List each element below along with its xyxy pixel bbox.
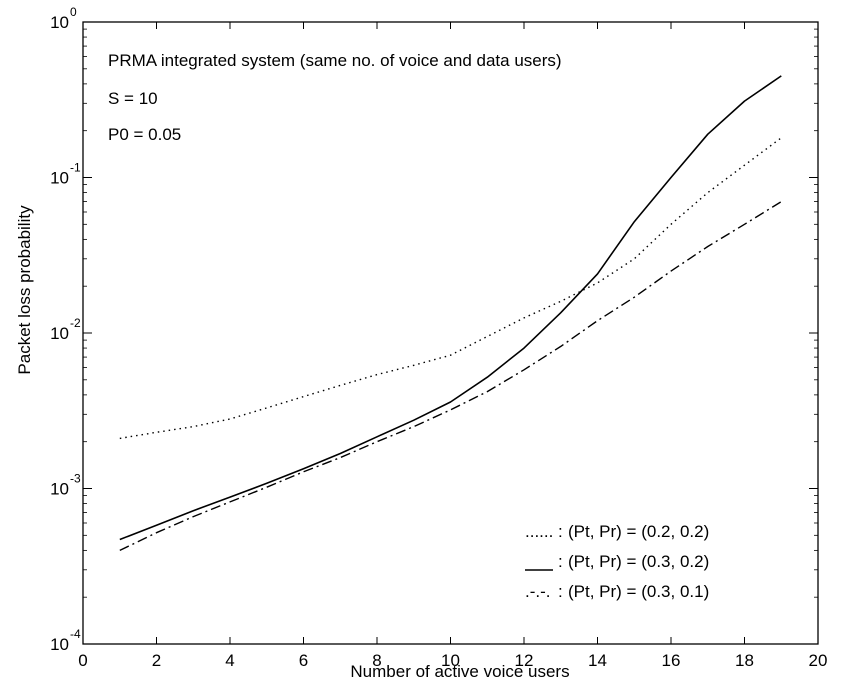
y-tick-label: 10-4: [50, 627, 81, 654]
x-tick-label: 10: [441, 651, 460, 670]
legend-marker: ......: [525, 522, 553, 541]
x-tick-label: 16: [662, 651, 681, 670]
series-line-2: [119, 75, 782, 541]
x-tick-label: 4: [225, 651, 234, 670]
y-tick-label: 10-1: [50, 161, 81, 188]
x-tick-label: 18: [735, 651, 754, 670]
y-tick-base: 10: [50, 635, 69, 654]
x-tick-label: 20: [809, 651, 828, 670]
y-tick-label: 100: [50, 5, 77, 32]
y-tick-base: 10: [50, 13, 69, 32]
series-layer: [119, 75, 782, 552]
x-tick-label: 0: [78, 651, 87, 670]
y-tick-label: 10-2: [50, 316, 81, 343]
legend-label: (Pt, Pr) = (0.3, 0.2): [568, 552, 709, 571]
x-tick-label: 12: [515, 651, 534, 670]
y-axis-label: Packet loss probability: [15, 205, 34, 375]
annotation-title: PRMA integrated system (same no. of voic…: [108, 51, 562, 70]
y-tick-exponent: -3: [70, 472, 81, 486]
legend-label: (Pt, Pr) = (0.3, 0.1): [568, 582, 709, 601]
y-tick-exponent: -4: [70, 627, 81, 641]
y-tick-label: 10-3: [50, 472, 81, 499]
x-tick-label: 8: [372, 651, 381, 670]
y-tick-base: 10: [50, 169, 69, 188]
y-tick-exponent: -2: [70, 316, 81, 330]
x-axis-label: Number of active voice users: [350, 662, 569, 681]
x-tick-label: 14: [588, 651, 607, 670]
legend: ......: (Pt, Pr) = (0.2, 0.2): (Pt, Pr) = …: [525, 522, 709, 601]
y-tick-exponent: 0: [70, 5, 77, 19]
legend-label: (Pt, Pr) = (0.2, 0.2): [568, 522, 709, 541]
legend-colon: :: [558, 552, 563, 571]
legend-colon: :: [558, 522, 563, 541]
annotation-p0: P0 = 0.05: [108, 125, 181, 144]
legend-marker: .-.-.: [525, 582, 551, 601]
y-tick-exponent: -1: [70, 161, 81, 175]
x-tick-label: 2: [152, 651, 161, 670]
legend-colon: :: [558, 582, 563, 601]
plot-frame: [82, 21, 819, 645]
x-tick-label: 6: [299, 651, 308, 670]
y-tick-base: 10: [50, 480, 69, 499]
series-line-3: [119, 201, 782, 552]
y-tick-base: 10: [50, 324, 69, 343]
series-line-1: [119, 137, 782, 440]
annotation-s: S = 10: [108, 89, 158, 108]
